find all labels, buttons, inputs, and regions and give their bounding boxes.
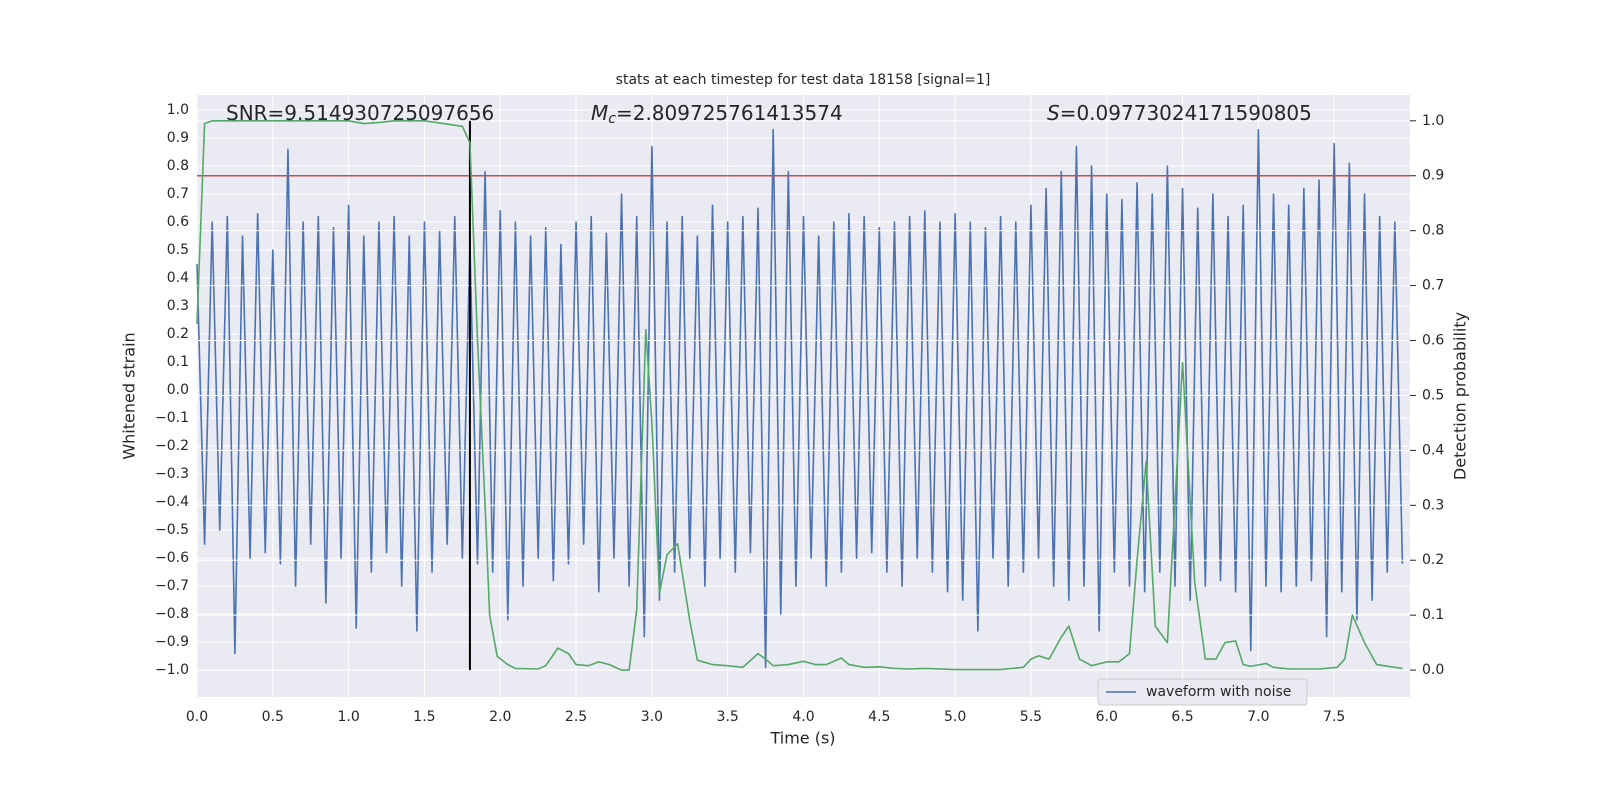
y-tick-label: 0.6 — [167, 214, 189, 230]
y-tick-label: 0.1 — [167, 354, 189, 370]
x-tick-label: 2.0 — [489, 709, 511, 725]
x-tick-label: 7.0 — [1247, 709, 1269, 725]
over-layer — [196, 120, 1410, 671]
x-tick-label: 2.5 — [565, 709, 587, 725]
y-tick-label: −1.0 — [155, 662, 189, 678]
x-tick-label: 7.5 — [1323, 709, 1345, 725]
legend-box — [1097, 678, 1308, 706]
y-tick-label: −0.5 — [155, 522, 189, 538]
y2-tick-label: 0.0 — [1422, 662, 1444, 678]
y2-tick-label: 1.0 — [1422, 113, 1444, 129]
y-tick-label: −0.4 — [155, 494, 189, 510]
x-tick-label: 0.0 — [186, 709, 208, 725]
annotation: S=0.09773024171590805 — [1047, 101, 1312, 125]
x-tick-label: 0.5 — [262, 709, 284, 725]
y2-tick-label: 0.6 — [1422, 333, 1444, 349]
series-line — [196, 120, 1403, 671]
y-tick-label: −0.6 — [155, 550, 189, 566]
x-tick-label: 4.5 — [868, 709, 890, 725]
y-tick-label: 0.0 — [167, 382, 189, 398]
annotation-symbol: S — [1047, 101, 1060, 125]
y-tick-label: −0.2 — [155, 438, 189, 454]
annotation: SNR=9.514930725097656 — [226, 101, 494, 125]
x-tick-label: 4.0 — [792, 709, 814, 725]
x-tick-label: 5.5 — [1020, 709, 1042, 725]
annotation-text: SNR=9.514930725097656 — [226, 101, 494, 125]
y-axis-label: Whitened strain — [120, 332, 139, 459]
y2-axis-label: Detection probability — [1451, 312, 1470, 480]
y2-tick-label: 0.7 — [1422, 278, 1444, 294]
x-tick-label: 3.0 — [641, 709, 663, 725]
annotation: Mc=2.809725761413574 — [591, 101, 843, 128]
y-tick-label: 0.8 — [167, 158, 189, 174]
legend-label: waveform with noise — [1146, 684, 1291, 700]
x-tick-label: 3.5 — [717, 709, 739, 725]
annotation-text: =0.09773024171590805 — [1060, 101, 1312, 125]
y2-tick-label: 0.5 — [1422, 387, 1444, 403]
y-tick-label: 0.7 — [167, 186, 189, 202]
series-line — [196, 128, 1404, 669]
y2-tick-label: 0.1 — [1422, 607, 1444, 623]
y-tick-label: −0.3 — [155, 466, 189, 482]
y-tick-label: −0.7 — [155, 578, 189, 594]
x-tick-label: 1.5 — [413, 709, 435, 725]
y2-tick-label: 0.2 — [1422, 552, 1444, 568]
x-tick-label: 5.0 — [944, 709, 966, 725]
y-tick-label: 0.5 — [167, 242, 189, 258]
legend: waveform with noise — [1097, 678, 1308, 706]
y-tick-label: −0.8 — [155, 606, 189, 622]
y-tick-label: −0.9 — [155, 634, 189, 650]
x-tick-label: 1.0 — [337, 709, 359, 725]
y2-tick-label: 0.3 — [1422, 497, 1444, 513]
x-tick-label: 6.0 — [1096, 709, 1118, 725]
y-tick-label: 0.4 — [167, 270, 189, 286]
y-tick-label: 1.0 — [167, 102, 189, 118]
chart-title: stats at each timestep for test data 181… — [616, 72, 991, 88]
annotation-subscript: c — [608, 111, 616, 127]
y2-tick-label: 0.8 — [1422, 223, 1444, 239]
y-tick-label: 0.9 — [167, 130, 189, 146]
y-tick-label: −0.1 — [155, 410, 189, 426]
y-tick-label: 0.2 — [167, 326, 189, 342]
annotation-text: =2.809725761413574 — [616, 101, 843, 125]
annotation-symbol: M — [591, 101, 608, 125]
y-tick-label: 0.3 — [167, 298, 189, 314]
x-tick-label: 6.5 — [1171, 709, 1193, 725]
x-axis-label: Time (s) — [769, 729, 835, 748]
under-layer — [196, 95, 1410, 697]
y2-tick-label: 0.9 — [1422, 168, 1444, 184]
y2-tick-label: 0.4 — [1422, 442, 1444, 458]
